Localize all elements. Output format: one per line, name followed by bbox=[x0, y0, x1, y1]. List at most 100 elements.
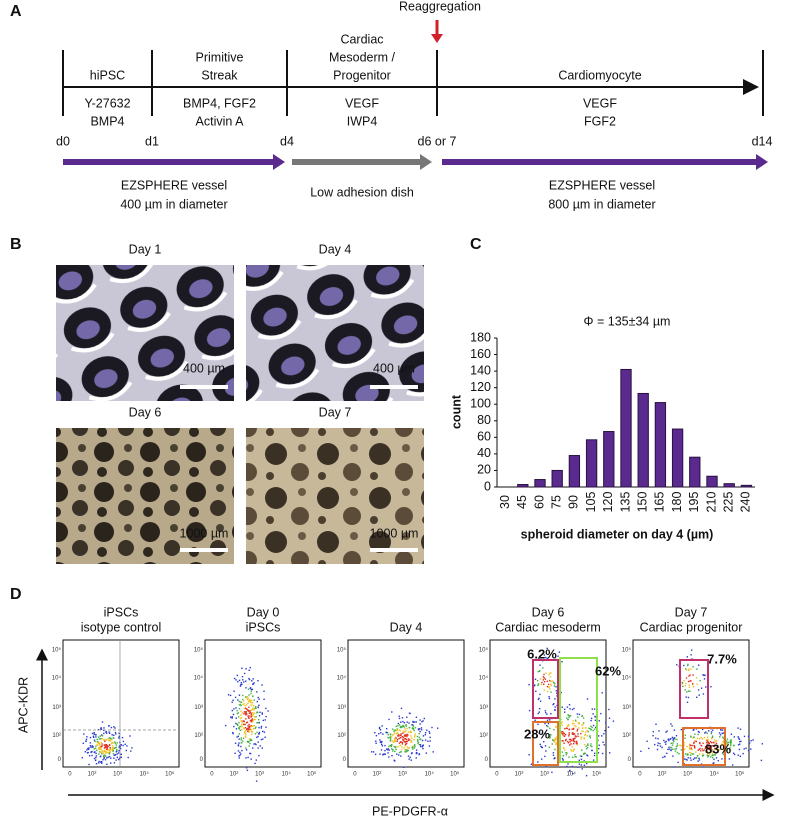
cell-dot bbox=[98, 742, 100, 745]
cell-dot bbox=[88, 755, 91, 757]
cell-dot bbox=[103, 732, 105, 735]
y-tick-label: 0 bbox=[200, 757, 204, 763]
cell-dot bbox=[569, 741, 571, 743]
cell-dot bbox=[399, 744, 401, 746]
cell-dot bbox=[748, 742, 751, 744]
cell-dot bbox=[706, 732, 708, 735]
cell-dot bbox=[244, 705, 246, 707]
cell-dot bbox=[248, 717, 250, 719]
cell-dot bbox=[108, 739, 111, 741]
y-tick-label: 100 bbox=[470, 397, 491, 411]
cell-dot bbox=[400, 725, 402, 728]
cell-dot bbox=[264, 736, 266, 738]
cell-dot bbox=[692, 753, 695, 755]
cell-dot bbox=[109, 740, 111, 742]
cell-dot bbox=[710, 745, 712, 747]
cell-dot bbox=[529, 732, 531, 734]
cell-dot bbox=[398, 737, 400, 740]
cell-dot bbox=[710, 731, 713, 733]
cell-dot bbox=[240, 716, 243, 719]
cell-dot bbox=[564, 708, 566, 710]
cell-dot bbox=[670, 723, 672, 725]
cell-dot bbox=[712, 762, 714, 765]
cell-dot bbox=[235, 728, 238, 730]
cell-dot bbox=[261, 747, 263, 749]
cell-dot bbox=[672, 748, 674, 750]
cell-dot bbox=[248, 723, 250, 726]
cell-dot bbox=[414, 733, 416, 735]
cell-dot bbox=[241, 683, 243, 686]
cell-dot bbox=[715, 752, 717, 754]
cell-dot bbox=[234, 752, 236, 754]
day-label: d6 or 7 bbox=[418, 134, 457, 148]
cell-dot bbox=[249, 700, 252, 702]
cell-dot bbox=[399, 734, 402, 737]
cell-dot bbox=[670, 749, 672, 751]
cell-dot bbox=[574, 754, 576, 756]
cell-dot bbox=[705, 686, 707, 688]
cell-dot bbox=[704, 747, 706, 749]
cell-dot bbox=[602, 741, 604, 743]
cell-dot bbox=[260, 727, 262, 729]
cell-dot bbox=[730, 744, 732, 747]
cell-dot bbox=[397, 735, 399, 737]
cell-dot bbox=[702, 693, 705, 695]
cell-dot bbox=[576, 713, 579, 715]
cell-dot bbox=[100, 761, 103, 763]
cell-dot bbox=[592, 759, 595, 761]
cell-dot bbox=[256, 731, 258, 734]
cell-dot bbox=[708, 730, 710, 732]
cell-dot bbox=[104, 744, 106, 746]
cell-dot bbox=[415, 757, 417, 759]
cell-dot bbox=[233, 690, 235, 692]
cell-dot bbox=[577, 733, 579, 735]
cell-dot bbox=[720, 729, 722, 731]
cell-dot bbox=[252, 747, 254, 749]
x-tick-label: 10⁵ bbox=[165, 771, 175, 778]
plot-frame bbox=[632, 639, 750, 768]
cell-dot bbox=[109, 749, 111, 752]
image-title: Day 7 bbox=[319, 405, 352, 419]
cell-dot bbox=[259, 745, 261, 747]
cell-dot bbox=[252, 683, 254, 686]
cell-dot bbox=[240, 745, 242, 748]
cell-dot bbox=[705, 747, 708, 749]
cell-dot bbox=[706, 754, 708, 756]
panel-label: A bbox=[10, 3, 22, 20]
cell-dot bbox=[259, 711, 261, 713]
cell-dot bbox=[689, 744, 692, 747]
cell-dot bbox=[118, 750, 120, 752]
cell-dot bbox=[411, 745, 413, 748]
cell-dot bbox=[253, 705, 255, 707]
cell-dot bbox=[552, 754, 555, 756]
cell-dot bbox=[574, 735, 576, 737]
cell-dot bbox=[550, 713, 552, 715]
day-label: d14 bbox=[752, 134, 773, 148]
cell-dot bbox=[253, 709, 255, 711]
cell-dot bbox=[398, 742, 401, 744]
cell-dot bbox=[400, 733, 402, 735]
day-label: d1 bbox=[145, 134, 159, 148]
cell-dot bbox=[672, 738, 674, 740]
cell-dot bbox=[387, 732, 389, 734]
cell-dot bbox=[536, 680, 539, 682]
cell-dot bbox=[583, 737, 585, 739]
cell-dot bbox=[104, 759, 107, 761]
cell-dot bbox=[550, 734, 552, 736]
cell-dot bbox=[239, 729, 242, 732]
cell-dot bbox=[398, 751, 401, 754]
cell-dot bbox=[414, 744, 416, 746]
scale-label: 400 µm bbox=[373, 361, 415, 375]
cell-dot bbox=[582, 723, 584, 726]
cell-dot bbox=[417, 739, 419, 741]
bar bbox=[740, 484, 753, 488]
cell-dot bbox=[250, 726, 253, 728]
cell-dot bbox=[249, 699, 251, 701]
cell-dot bbox=[391, 748, 393, 750]
cell-dot bbox=[697, 730, 700, 733]
cell-dot bbox=[552, 703, 554, 706]
cell-dot bbox=[406, 735, 408, 738]
cell-dot bbox=[552, 739, 555, 742]
cell-dot bbox=[572, 773, 574, 775]
cell-dot bbox=[668, 746, 670, 748]
